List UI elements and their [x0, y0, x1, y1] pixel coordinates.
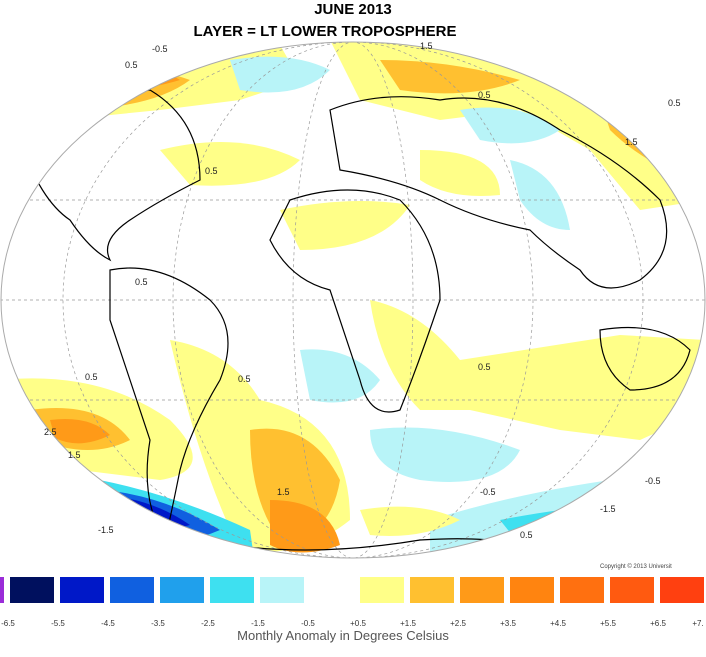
contour-label: 0.5 — [135, 277, 148, 287]
contour-label: 0.5 — [520, 530, 533, 540]
colorbar-label: -6.5 — [1, 619, 15, 628]
colorbar-swatch — [460, 577, 504, 603]
colorbar-label: +0.5 — [350, 619, 366, 628]
contour-label: 0.5 — [238, 374, 251, 384]
contour-label: 0.5 — [478, 362, 491, 372]
contour-label: 0.5 — [478, 90, 491, 100]
colorbar-label: +6.5 — [650, 619, 666, 628]
coastlines — [19, 89, 691, 551]
graticule — [1, 42, 705, 558]
contour-label: -1.5 — [600, 504, 616, 514]
copyright: Copyright © 2013 Universit — [600, 563, 672, 570]
contour-label: 0.5 — [205, 166, 218, 176]
colorbar-label: -3.5 — [151, 619, 165, 628]
colorbar-label: +5.5 — [600, 619, 616, 628]
colorbar-swatch — [160, 577, 204, 603]
colorbar-swatch — [60, 577, 104, 603]
colorbar-label: -0.5 — [301, 619, 315, 628]
colorbar: -6.5 -5.5 -4.5 -3.5 -2.5 -1.5 -0.5 +0.5 +1.5 +2.5… — [0, 577, 704, 628]
contour-label: 1.5 — [277, 487, 290, 497]
contour-label: -1.5 — [98, 525, 114, 535]
colorbar-swatch — [510, 577, 554, 603]
colorbar-label: +1.5 — [400, 619, 416, 628]
contour-label: 2.5 — [44, 427, 57, 437]
contour-labels: -0.5 0.5 1.5 0.5 0.5 1.5 0.5 0.5 0.5 0.5… — [44, 41, 681, 540]
map-title: JUNE 2013 — [314, 1, 392, 18]
globe-outline — [0, 41, 706, 559]
colorbar-swatch — [410, 577, 454, 603]
contour-label: 1.5 — [625, 137, 638, 147]
contour-label: 1.5 — [68, 450, 81, 460]
contour-label: 0.5 — [125, 60, 138, 70]
colorbar-caption: Monthly Anomaly in Degrees Celsius — [237, 628, 449, 643]
colorbar-label: -5.5 — [51, 619, 65, 628]
map-subtitle: LAYER = LT LOWER TROPOSPHERE — [194, 23, 457, 40]
contour-label: 0.5 — [85, 372, 98, 382]
contour-label: 0.5 — [668, 98, 681, 108]
colorbar-label: -4.5 — [101, 619, 115, 628]
colorbar-swatch — [260, 577, 304, 603]
colorbar-swatch — [560, 577, 604, 603]
contour-label: 1.5 — [420, 41, 433, 51]
contour-label: -0.5 — [152, 44, 168, 54]
colorbar-label: +2.5 — [450, 619, 466, 628]
colorbar-swatch — [110, 577, 154, 603]
contour-label: -0.5 — [645, 476, 661, 486]
colorbar-swatch — [610, 577, 654, 603]
anomaly-fields — [1, 42, 705, 558]
colorbar-swatch — [660, 577, 704, 603]
contour-label: -0.5 — [480, 487, 496, 497]
colorbar-swatch — [210, 577, 254, 603]
colorbar-label: +4.5 — [550, 619, 566, 628]
colorbar-label: +7. — [692, 619, 703, 628]
colorbar-label: -1.5 — [251, 619, 265, 628]
colorbar-swatch — [10, 577, 54, 603]
colorbar-swatch — [0, 577, 4, 603]
colorbar-label: -2.5 — [201, 619, 215, 628]
colorbar-swatch — [360, 577, 404, 603]
colorbar-label: +3.5 — [500, 619, 516, 628]
globe — [1, 42, 705, 558]
colorbar-swatch — [310, 577, 354, 603]
